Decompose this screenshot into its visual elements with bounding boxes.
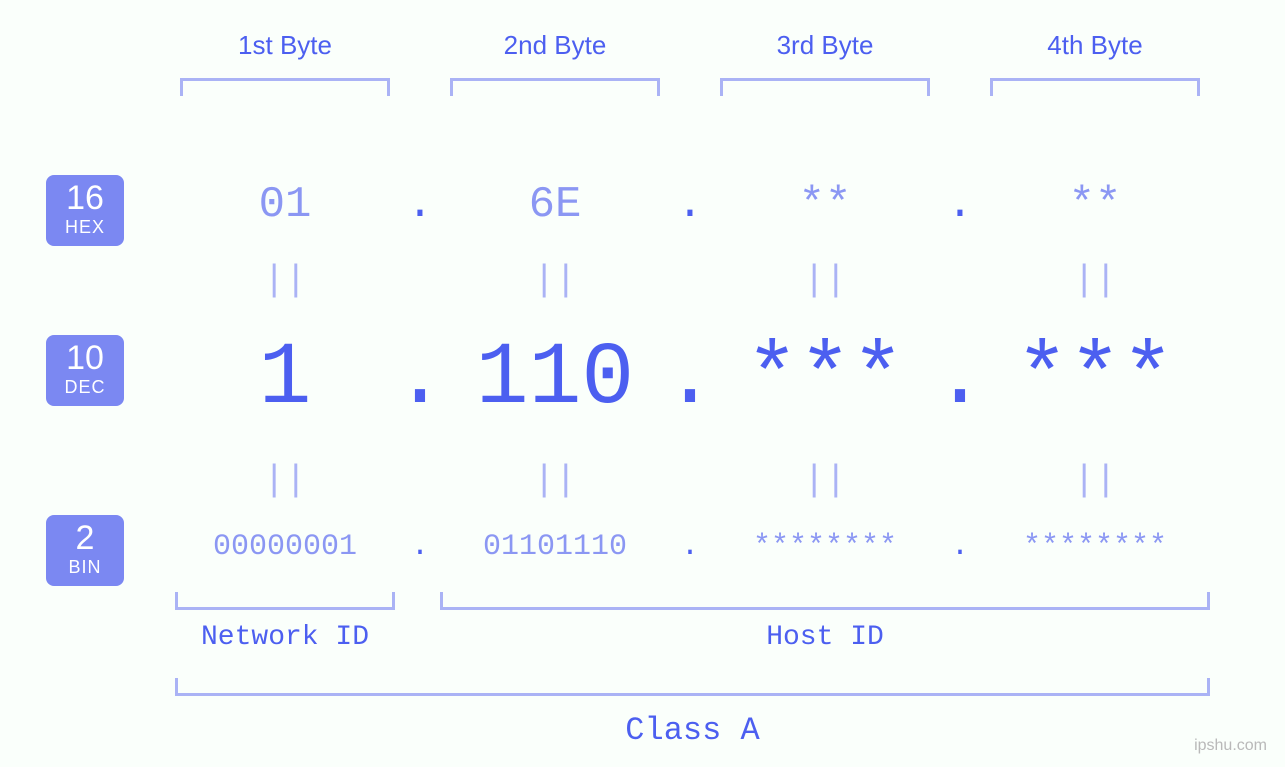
eq-hex-2: ||: [450, 260, 660, 301]
dec-byte-4: ***: [990, 330, 1200, 429]
base-badge-dec-num: 10: [46, 341, 124, 375]
dec-byte-2: 110: [450, 330, 660, 429]
class-label: Class A: [175, 712, 1210, 749]
base-badge-bin: 2 BIN: [46, 515, 124, 586]
host-label: Host ID: [440, 622, 1210, 653]
byte-header-1: 1st Byte: [180, 30, 390, 61]
base-badge-bin-num: 2: [46, 521, 124, 555]
byte-header-2: 2nd Byte: [450, 30, 660, 61]
host-bracket: [440, 592, 1210, 610]
top-bracket-3: [720, 78, 930, 96]
eq-hex-3: ||: [720, 260, 930, 301]
dec-byte-3: ***: [720, 330, 930, 429]
diagram-canvas: 1st Byte 2nd Byte 3rd Byte 4th Byte 16 H…: [0, 0, 1285, 767]
base-badge-dec-txt: DEC: [46, 377, 124, 398]
bin-dot-2: .: [660, 530, 720, 564]
eq-bin-2: ||: [450, 460, 660, 501]
hex-row: 01 . 6E . ** . **: [160, 180, 1220, 230]
bin-byte-1: 00000001: [180, 530, 390, 564]
hex-byte-4: **: [990, 180, 1200, 230]
base-badge-dec: 10 DEC: [46, 335, 124, 406]
eq-bin-4: ||: [990, 460, 1200, 501]
dec-byte-1: 1: [180, 330, 390, 429]
network-bracket: [175, 592, 395, 610]
base-badge-hex-txt: HEX: [46, 217, 124, 238]
class-bracket: [175, 678, 1210, 696]
watermark: ipshu.com: [1194, 737, 1267, 755]
eq-hex-4: ||: [990, 260, 1200, 301]
hex-dot-1: .: [390, 180, 450, 230]
bin-byte-2: 01101110: [450, 530, 660, 564]
hex-dot-2: .: [660, 180, 720, 230]
top-bracket-4: [990, 78, 1200, 96]
top-bracket-2: [450, 78, 660, 96]
hex-byte-2: 6E: [450, 180, 660, 230]
bin-byte-4: ********: [990, 530, 1200, 564]
byte-header-3: 3rd Byte: [720, 30, 930, 61]
hex-byte-3: **: [720, 180, 930, 230]
network-label: Network ID: [175, 622, 395, 653]
bin-byte-3: ********: [720, 530, 930, 564]
eq-hex-1: ||: [180, 260, 390, 301]
hex-dot-3: .: [930, 180, 990, 230]
base-badge-hex-num: 16: [46, 181, 124, 215]
base-badge-hex: 16 HEX: [46, 175, 124, 246]
top-bracket-1: [180, 78, 390, 96]
hex-byte-1: 01: [180, 180, 390, 230]
bin-dot-3: .: [930, 530, 990, 564]
byte-header-4: 4th Byte: [990, 30, 1200, 61]
dec-row: 1 . 110 . *** . ***: [160, 330, 1220, 429]
dec-dot-2: .: [660, 330, 720, 429]
bin-row: 00000001 . 01101110 . ******** . *******…: [160, 530, 1220, 564]
bin-dot-1: .: [390, 530, 450, 564]
dec-dot-3: .: [930, 330, 990, 429]
eq-bin-1: ||: [180, 460, 390, 501]
eq-bin-3: ||: [720, 460, 930, 501]
base-badge-bin-txt: BIN: [46, 557, 124, 578]
dec-dot-1: .: [390, 330, 450, 429]
